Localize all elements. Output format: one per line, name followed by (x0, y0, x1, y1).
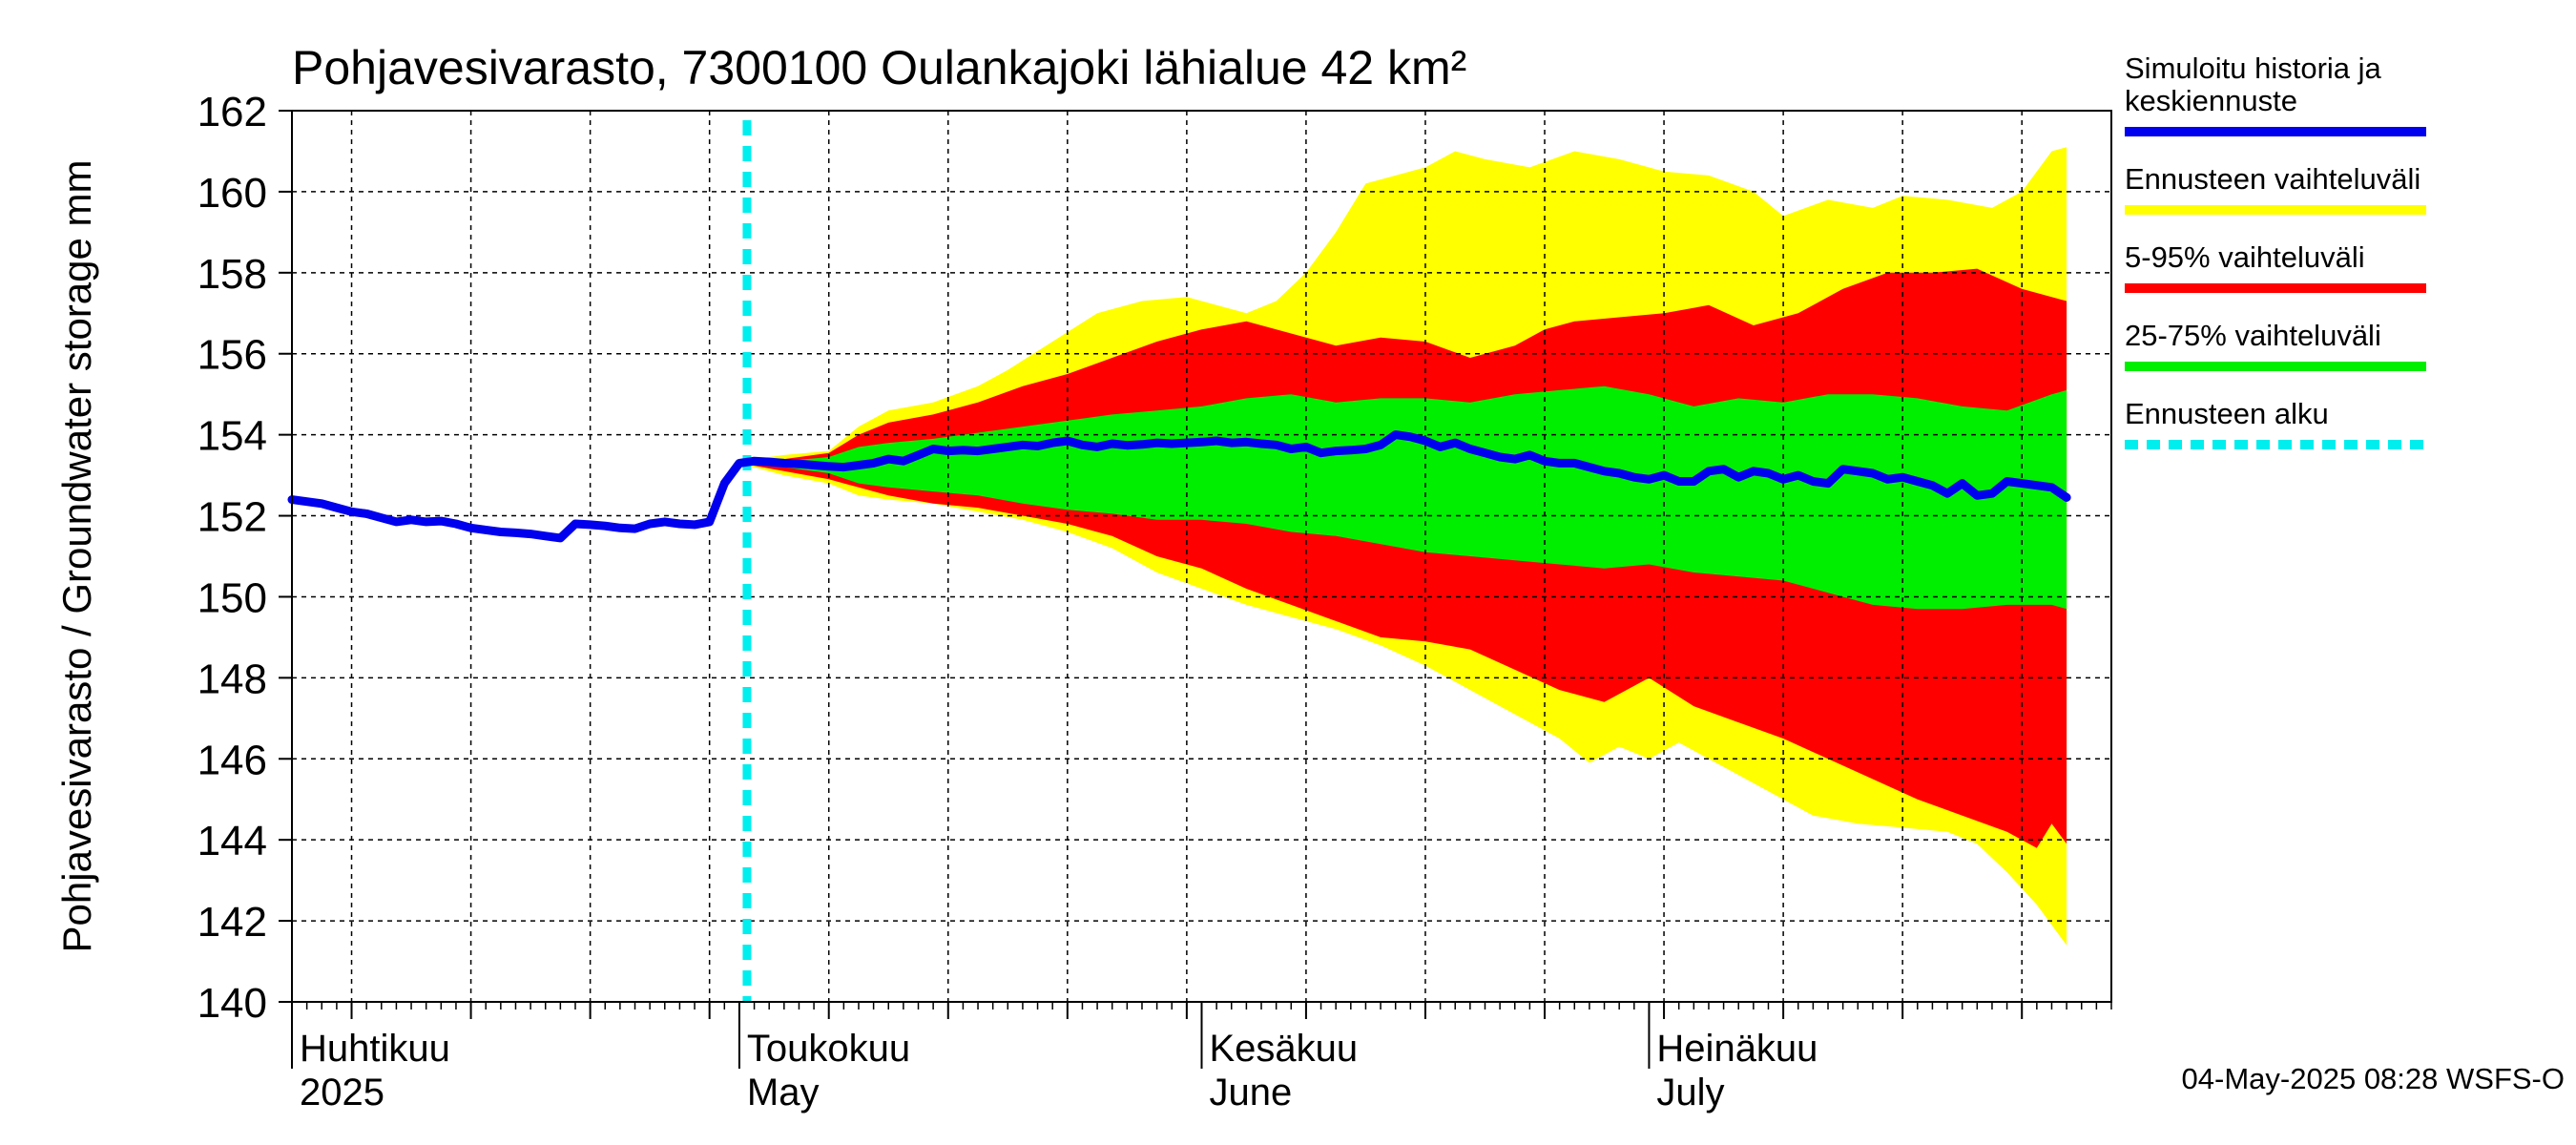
y-tick-label-158: 158 (197, 251, 267, 298)
y-tick-label-150: 150 (197, 574, 267, 621)
legend-label-4: Ennusteen alku (2125, 397, 2329, 430)
x-month-label-en-2: June (1210, 1072, 1293, 1114)
y-tick-label-146: 146 (197, 737, 267, 783)
y-tick-label-152: 152 (197, 494, 267, 541)
y-tick-label-154: 154 (197, 413, 267, 460)
median-series-line (287, 430, 2071, 543)
legend-label-2: 5-95% vaihteluväli (2125, 240, 2365, 274)
y-tick-label-148: 148 (197, 656, 267, 702)
y-tick-label-160: 160 (197, 170, 267, 217)
legend-label-1: Ennusteen vaihteluväli (2125, 162, 2420, 196)
x-month-label-en-1: May (747, 1072, 820, 1114)
axes: 140 142 144 146 148 150 152 154 156 158 160 162 Huht… (197, 89, 2112, 1114)
x-month-label-en-0: 2025 (300, 1072, 384, 1114)
timestamp: 04-May-2025 08:28 WSFS-O (2182, 1062, 2565, 1095)
y-tick-label-162: 162 (197, 89, 267, 135)
x-month-label-fi-0: Huhtikuu (300, 1028, 450, 1070)
x-month-label-fi-2: Kesäkuu (1210, 1028, 1359, 1070)
chart-title: Pohjavesivarasto, 7300100 Oulankajoki lä… (292, 41, 1466, 94)
y-tick-label-156: 156 (197, 332, 267, 379)
y-axis-label: Pohjavesivarasto / Groundwater storage m… (54, 159, 99, 952)
x-month-label-fi-1: Toukokuu (747, 1028, 910, 1070)
legend-label-0-line-1: keskiennuste (2125, 84, 2297, 117)
x-month-label-fi-3: Heinäkuu (1656, 1028, 1818, 1070)
y-tick-label-142: 142 (197, 899, 267, 946)
legend-label-3: 25-75% vaihteluväli (2125, 319, 2381, 352)
x-month-label-en-3: July (1656, 1072, 1724, 1114)
grid-lines (292, 111, 2111, 1002)
y-tick-label-144: 144 (197, 818, 267, 864)
median-series-layer (287, 430, 2071, 543)
y-tick-label-140: 140 (197, 980, 267, 1027)
legend-label-0: Simuloitu historia ja (2125, 52, 2382, 85)
